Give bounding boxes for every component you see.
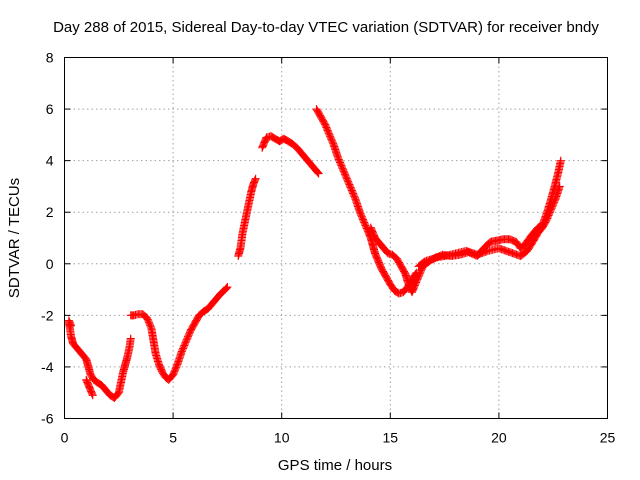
data-point	[221, 284, 230, 293]
data-point	[113, 390, 122, 399]
y-tick-label: 4	[46, 153, 54, 169]
x-tick-label: 10	[274, 430, 290, 446]
y-tick-label: 6	[46, 101, 54, 117]
data-point	[556, 156, 565, 165]
data-point	[80, 353, 89, 362]
data-points	[64, 105, 565, 402]
x-tick-label: 25	[600, 430, 616, 446]
y-tick-label: 2	[46, 204, 54, 220]
x-axis-label: GPS time / hours	[278, 457, 392, 474]
axis-ticks: 0 5 10 15 20 25 -6 -4 -2 0 2 4 6 8	[41, 50, 615, 446]
data-point	[313, 168, 322, 177]
data-point	[223, 282, 232, 291]
x-tick-label: 20	[491, 430, 507, 446]
y-tick-label: -6	[41, 411, 54, 427]
data-point	[312, 167, 321, 176]
y-tick-label: -4	[41, 359, 54, 375]
data-point	[314, 169, 323, 178]
y-tick-label: 0	[46, 256, 54, 272]
chart-title: Day 288 of 2015, Sidereal Day-to-day VTE…	[53, 19, 599, 36]
y-tick-label: 8	[46, 50, 54, 66]
data-point	[88, 391, 97, 400]
plot-frame	[64, 57, 608, 419]
data-point	[222, 283, 231, 292]
x-tick-label: 15	[383, 430, 399, 446]
x-tick-label: 5	[169, 430, 177, 446]
data-point	[251, 174, 260, 183]
y-tick-label: -2	[41, 307, 54, 323]
y-axis-label: SDTVAR / TECUs	[6, 178, 23, 298]
data-point	[67, 321, 76, 330]
data-point	[126, 334, 135, 343]
x-tick-label: 0	[61, 430, 69, 446]
